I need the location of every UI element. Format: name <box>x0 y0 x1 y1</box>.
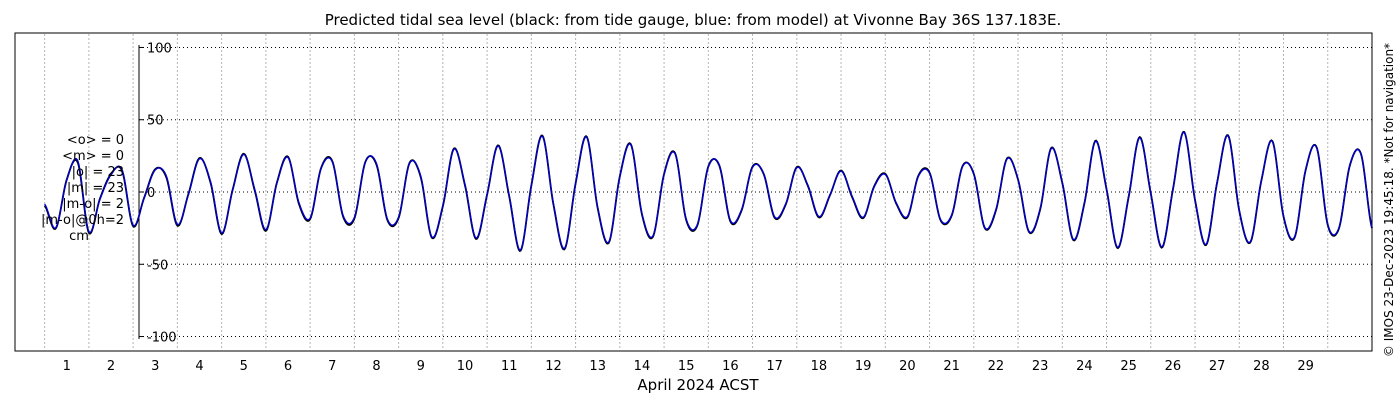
x-tick-label: 6 <box>284 359 292 374</box>
stats-abs-diff-0h: |m-o|@0h=2 <box>41 213 124 228</box>
x-tick-label: 28 <box>1253 359 1270 374</box>
x-tick-label: 24 <box>1076 359 1093 374</box>
x-tick-label: 5 <box>240 359 248 374</box>
series-line-model <box>44 131 1373 251</box>
stats-abs-model: |m| = 23 <box>66 181 124 196</box>
x-tick-label: 9 <box>417 359 425 374</box>
x-tick-label: 1 <box>63 359 71 374</box>
chart-title: Predicted tidal sea level (black: from t… <box>325 11 1062 29</box>
stats-unit: cm <box>69 229 89 244</box>
x-ticks: 1 2 3 4 5 6 7 8 9 10 11 12 13 14 15 16 17 18 19 20 21 22 23 24 2… <box>63 359 1314 374</box>
grid-lines <box>44 34 1372 350</box>
y-tick-label: -100 <box>147 331 177 346</box>
x-axis-label: April 2024 ACST <box>637 376 759 394</box>
x-tick-label: 15 <box>678 359 695 374</box>
x-tick-label: 22 <box>988 359 1005 374</box>
x-tick-label: 12 <box>545 359 562 374</box>
x-tick-label: 29 <box>1297 359 1314 374</box>
y-tick-label: 0 <box>147 186 155 201</box>
x-tick-label: 20 <box>899 359 916 374</box>
series-lines <box>43 130 1373 252</box>
stats-abs-obs: |o| = 23 <box>71 165 124 180</box>
x-tick-label: 18 <box>811 359 828 374</box>
stats-panel: <o> = 0 <m> = 0 |o| = 23 |m| = 23 |m-o| … <box>14 133 124 245</box>
x-tick-label: 27 <box>1209 359 1226 374</box>
y-tick-label: -50 <box>147 258 168 273</box>
x-tick-label: 17 <box>766 359 783 374</box>
y-ticks: 100 50 0 -50 -100 <box>139 41 177 346</box>
y-tick-label: 50 <box>147 114 164 129</box>
stats-mean-model: <m> = 0 <box>62 149 124 164</box>
copyright-notice: © IMOS 23-Dec-2023 19:45:18. *Not for na… <box>1382 43 1396 357</box>
x-tick-label: 26 <box>1165 359 1182 374</box>
x-tick-label: 19 <box>855 359 872 374</box>
x-tick-label: 14 <box>634 359 651 374</box>
x-tick-label: 2 <box>107 359 115 374</box>
x-tick-label: 3 <box>151 359 159 374</box>
x-tick-label: 7 <box>328 359 336 374</box>
plot-frame <box>14 32 1373 352</box>
x-tick-label: 23 <box>1032 359 1049 374</box>
x-tick-label: 16 <box>722 359 739 374</box>
x-tick-label: 8 <box>372 359 380 374</box>
stats-mean-obs: <o> = 0 <box>66 133 124 148</box>
x-tick-label: 4 <box>195 359 203 374</box>
x-tick-label: 25 <box>1120 359 1137 374</box>
x-tick-label: 10 <box>457 359 474 374</box>
x-tick-label: 11 <box>501 359 518 374</box>
x-tick-label: 21 <box>943 359 960 374</box>
stats-abs-diff: |m-o| = 2 <box>62 197 124 212</box>
x-tick-label: 13 <box>589 359 606 374</box>
y-tick-label: 100 <box>147 41 172 56</box>
